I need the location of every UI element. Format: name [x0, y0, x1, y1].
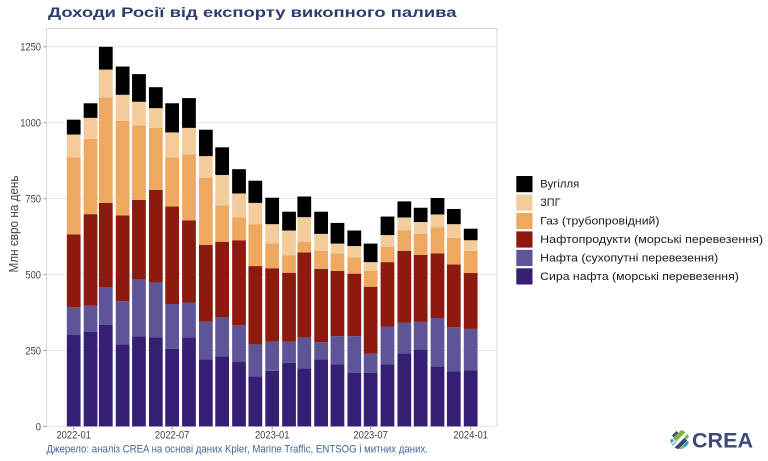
svg-text:2023-01: 2023-01: [255, 430, 290, 442]
svg-text:2023-07: 2023-07: [353, 430, 388, 442]
svg-text:Сира нафта (морські перевезенн: Сира нафта (морські перевезення): [540, 271, 739, 283]
svg-text:500: 500: [25, 269, 41, 281]
svg-text:1250: 1250: [20, 42, 41, 54]
svg-text:250: 250: [25, 345, 41, 357]
svg-text:2022-07: 2022-07: [155, 430, 190, 442]
svg-text:Доходи Росії від експорту вико: Доходи Росії від експорту викопного пали…: [48, 4, 457, 20]
svg-text:Млн євро на день: Млн євро на день: [6, 175, 21, 272]
svg-text:750: 750: [25, 193, 41, 205]
svg-text:CREA: CREA: [692, 429, 753, 453]
svg-text:Джерело: аналіз CREA на основі: Джерело: аналіз CREA на основі даних Kpl…: [47, 444, 429, 456]
svg-text:Нафта (сухопутні перевезення): Нафта (сухопутні перевезення): [540, 252, 718, 264]
svg-text:0: 0: [36, 421, 41, 433]
svg-text:Вугілля: Вугілля: [540, 179, 579, 191]
svg-text:2022-01: 2022-01: [56, 430, 91, 442]
svg-text:Нафтопродукти (морські перевез: Нафтопродукти (морські перевезення): [540, 234, 763, 246]
svg-text:Газ (трубопровідний): Газ (трубопровідний): [540, 216, 659, 228]
svg-text:2024-01: 2024-01: [453, 430, 488, 442]
svg-text:1000: 1000: [20, 118, 41, 130]
svg-text:ЗПГ: ЗПГ: [540, 197, 560, 209]
